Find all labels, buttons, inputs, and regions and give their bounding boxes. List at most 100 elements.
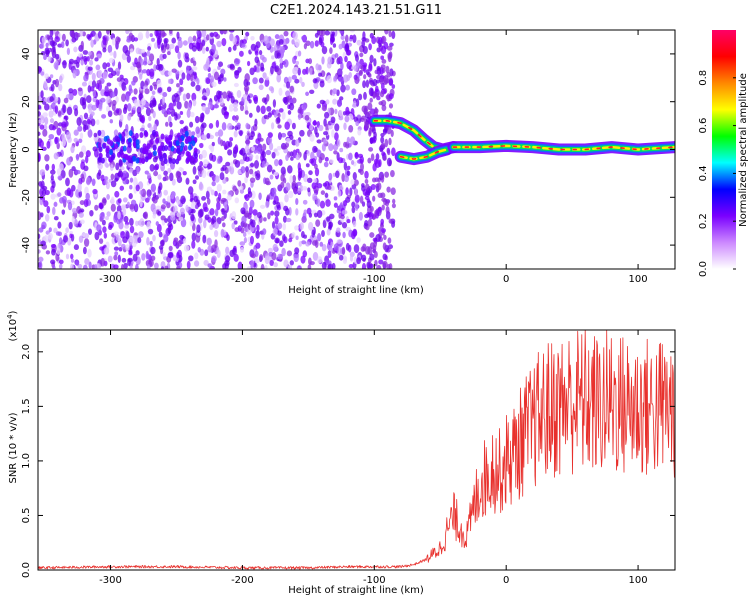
noise-speck [377,37,383,46]
noise-speck [50,174,54,181]
noise-speck [88,228,92,235]
y-tick-label: 0.5 [21,508,32,524]
noise-speck [232,36,237,45]
noise-speck [122,208,127,216]
noise-speck [348,125,354,133]
noise-blob-speck [141,158,146,164]
noise-speck [345,187,349,196]
noise-speck [99,212,105,221]
noise-speck [334,123,340,132]
noise-speck [190,81,196,87]
noise-speck [292,56,297,64]
noise-speck [57,110,62,117]
noise-speck [121,257,127,263]
noise-speck [168,115,172,124]
noise-speck [372,244,377,253]
noise-speck [331,129,335,138]
noise-speck [133,234,137,244]
noise-speck [366,200,372,209]
noise-speck [279,240,284,248]
noise-speck [176,251,180,259]
noise-blob-speck [149,138,154,145]
noise-speck [324,30,331,36]
noise-speck [284,121,290,130]
noise-speck [214,175,220,183]
noise-speck [206,197,211,205]
noise-speck [379,147,384,153]
noise-speck [327,263,333,269]
noise-speck [233,220,238,225]
noise-blob-speck [194,152,198,159]
noise-speck [38,66,42,74]
noise-speck [152,110,156,119]
noise-speck [309,40,315,49]
noise-speck [192,99,197,107]
noise-speck [367,102,373,111]
noise-speck [104,160,108,167]
noise-speck [239,130,243,137]
noise-speck [52,44,56,53]
noise-speck [329,213,335,220]
noise-speck [351,230,356,240]
noise-speck [245,169,250,179]
noise-speck [76,206,81,214]
noise-speck [191,45,197,52]
noise-speck [82,264,88,269]
noise-speck [217,61,224,68]
noise-speck [91,72,96,81]
noise-speck [339,147,344,153]
noise-speck [390,169,395,178]
noise-speck [365,69,370,76]
y-tick-label: -40 [21,237,32,253]
noise-speck [244,145,250,153]
noise-speck [110,180,117,188]
noise-speck [139,190,144,195]
noise-speck [47,56,52,62]
noise-speck [276,146,282,151]
noise-speck [157,185,161,195]
noise-speck [191,92,197,102]
noise-speck [276,73,282,83]
noise-speck [250,219,256,228]
noise-blob-speck [128,130,133,137]
noise-speck [356,237,361,243]
noise-speck [50,193,56,200]
noise-speck [363,91,367,100]
noise-speck [370,88,374,97]
noise-speck [178,261,183,269]
x-tick-label: 100 [629,274,648,285]
noise-speck [201,134,207,140]
noise-speck [302,250,308,258]
noise-speck [225,246,230,255]
noise-speck [276,68,282,76]
noise-speck [354,188,358,196]
noise-speck [73,137,79,143]
noise-speck [294,225,299,231]
noise-speck [369,97,373,103]
noise-speck [57,221,62,229]
noise-speck [250,43,257,51]
noise-speck [321,229,325,238]
noise-speck [126,201,131,208]
noise-speck [149,33,153,38]
noise-speck [57,231,63,237]
noise-speck [209,32,214,38]
noise-speck [38,249,41,254]
noise-speck [336,227,341,233]
noise-speck [91,178,96,187]
noise-speck [231,211,237,220]
noise-speck [285,217,292,223]
noise-speck [276,52,281,59]
noise-speck [294,247,300,255]
noise-speck [227,122,233,131]
track-peak [452,145,675,151]
noise-speck [386,45,393,51]
noise-speck [317,256,323,264]
noise-speck [209,224,214,231]
noise-speck [262,228,267,235]
y-tick-label: 0.0 [21,562,32,578]
noise-speck [61,121,67,128]
noise-speck [363,107,368,116]
noise-speck [311,182,317,190]
noise-speck [222,189,227,195]
